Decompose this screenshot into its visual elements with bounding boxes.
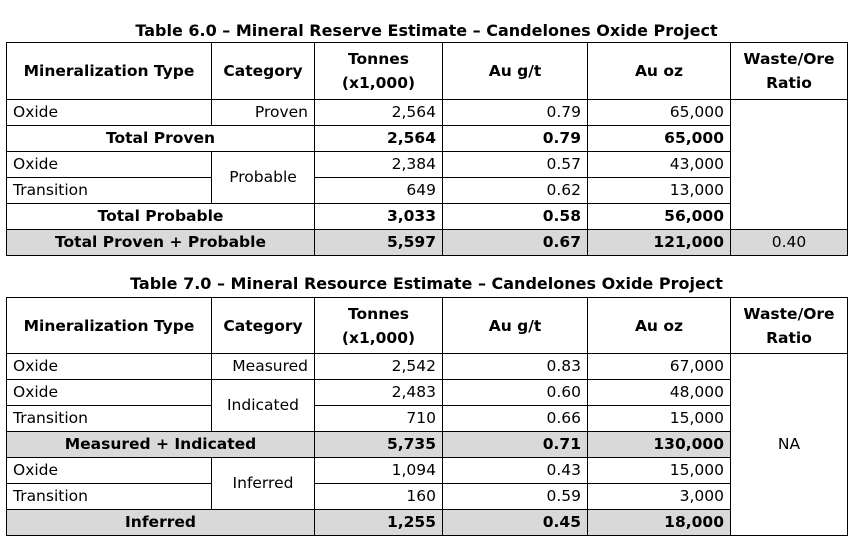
cell-category: Indicated	[211, 379, 315, 432]
cell-tonnes: 649	[314, 177, 443, 204]
header-au-grade: Au g/t	[442, 297, 588, 354]
cell-type: Transition	[6, 483, 212, 510]
cell-category: Measured	[211, 353, 315, 380]
cell-ratio: NA	[730, 353, 848, 536]
table-6-caption: Table 6.0 – Mineral Reserve Estimate – C…	[135, 21, 718, 40]
cell-oz: 65,000	[587, 99, 731, 126]
cell-tonnes: 5,735	[314, 431, 443, 458]
header-waste-ore-ratio: Waste/Ore Ratio	[730, 297, 848, 354]
header-waste-ore-ratio: Waste/Ore Ratio	[730, 42, 848, 100]
header-tonnes: Tonnes (x1,000)	[314, 42, 443, 100]
cell-grade: 0.67	[442, 229, 588, 256]
cell-oz: 13,000	[587, 177, 731, 204]
table-row: Oxide Proven 2,564 0.79 65,000	[6, 99, 848, 230]
cell-category: Inferred	[211, 457, 315, 510]
cell-tonnes: 3,033	[314, 203, 443, 230]
cell-tonnes: 2,564	[314, 99, 443, 126]
cell-type: Oxide	[6, 457, 212, 484]
cell-oz: 67,000	[587, 353, 731, 380]
cell-grade: 0.45	[442, 509, 588, 536]
table-header-row: Mineralization Type Category Tonnes (x1,0…	[6, 42, 848, 100]
cell-oz: 43,000	[587, 151, 731, 178]
cell-ratio: 0.40	[730, 229, 848, 256]
mineral-reserve-table: Mineralization Type Category Tonnes (x1,0…	[6, 42, 848, 256]
total-proven-probable-label: Total Proven + Probable	[6, 229, 315, 256]
cell-grade: 0.43	[442, 457, 588, 484]
table-row: Transition 160 0.59 3,000	[6, 483, 848, 510]
cell-grade: 0.58	[442, 203, 588, 230]
cell-type: Transition	[6, 177, 212, 204]
total-probable-label: Total Probable	[6, 203, 315, 230]
table-row: Oxide Measured 2,542 0.83 67,000 NA	[6, 353, 848, 536]
cell-oz: 65,000	[587, 125, 731, 152]
cell-grade: 0.79	[442, 125, 588, 152]
cell-tonnes: 2,483	[314, 379, 443, 406]
table-row: Transition 649 0.62 13,000	[6, 177, 848, 204]
cell-category: Proven	[211, 99, 315, 126]
header-category: Category	[211, 297, 315, 354]
cell-grade: 0.57	[442, 151, 588, 178]
total-row: Total Proven 2,564 0.79 65,000	[6, 125, 848, 152]
table-row: Oxide Indicated 2,483 0.60 48,000	[6, 379, 848, 432]
cell-tonnes: 1,094	[314, 457, 443, 484]
cell-type: Oxide	[6, 99, 212, 126]
subtotal-row: Inferred 1,255 0.45 18,000	[6, 509, 848, 536]
cell-type: Transition	[6, 405, 212, 432]
cell-oz: 56,000	[587, 203, 731, 230]
cell-oz: 18,000	[587, 509, 731, 536]
cell-grade: 0.62	[442, 177, 588, 204]
total-row: Total Probable 3,033 0.58 56,000	[6, 203, 848, 230]
header-tonnes: Tonnes (x1,000)	[314, 297, 443, 354]
cell-oz: 15,000	[587, 457, 731, 484]
cell-grade: 0.71	[442, 431, 588, 458]
cell-tonnes: 710	[314, 405, 443, 432]
header-au-grade: Au g/t	[442, 42, 588, 100]
cell-grade: 0.59	[442, 483, 588, 510]
cell-oz: 130,000	[587, 431, 731, 458]
cell-oz: 121,000	[587, 229, 731, 256]
header-category: Category	[211, 42, 315, 100]
cell-ratio-empty	[730, 99, 848, 230]
cell-type: Oxide	[6, 353, 212, 380]
table-7-caption: Table 7.0 – Mineral Resource Estimate – …	[130, 274, 723, 293]
cell-type: Oxide	[6, 379, 212, 406]
cell-oz: 15,000	[587, 405, 731, 432]
header-au-oz: Au oz	[587, 297, 731, 354]
cell-grade: 0.66	[442, 405, 588, 432]
cell-grade: 0.79	[442, 99, 588, 126]
total-proven-label: Total Proven	[6, 125, 315, 152]
inferred-total-label: Inferred	[6, 509, 315, 536]
grand-total-row: Total Proven + Probable 5,597 0.67 121,0…	[6, 229, 848, 256]
cell-oz: 48,000	[587, 379, 731, 406]
cell-grade: 0.83	[442, 353, 588, 380]
cell-tonnes: 2,542	[314, 353, 443, 380]
header-mineralization-type: Mineralization Type	[6, 297, 212, 354]
cell-category: Probable	[211, 151, 315, 204]
mineral-resource-table: Mineralization Type Category Tonnes (x1,0…	[6, 297, 848, 536]
cell-tonnes: 1,255	[314, 509, 443, 536]
table-row: Oxide Inferred 1,094 0.43 15,000	[6, 457, 848, 510]
subtotal-row: Measured + Indicated 5,735 0.71 130,000	[6, 431, 848, 458]
header-au-oz: Au oz	[587, 42, 731, 100]
table-row: Oxide Probable 2,384 0.57 43,000	[6, 151, 848, 204]
cell-type: Oxide	[6, 151, 212, 178]
cell-tonnes: 2,564	[314, 125, 443, 152]
measured-indicated-label: Measured + Indicated	[6, 431, 315, 458]
cell-tonnes: 2,384	[314, 151, 443, 178]
table-header-row: Mineralization Type Category Tonnes (x1,0…	[6, 297, 848, 354]
table-row: Transition 710 0.66 15,000	[6, 405, 848, 432]
cell-tonnes: 160	[314, 483, 443, 510]
cell-grade: 0.60	[442, 379, 588, 406]
cell-tonnes: 5,597	[314, 229, 443, 256]
cell-oz: 3,000	[587, 483, 731, 510]
header-mineralization-type: Mineralization Type	[6, 42, 212, 100]
